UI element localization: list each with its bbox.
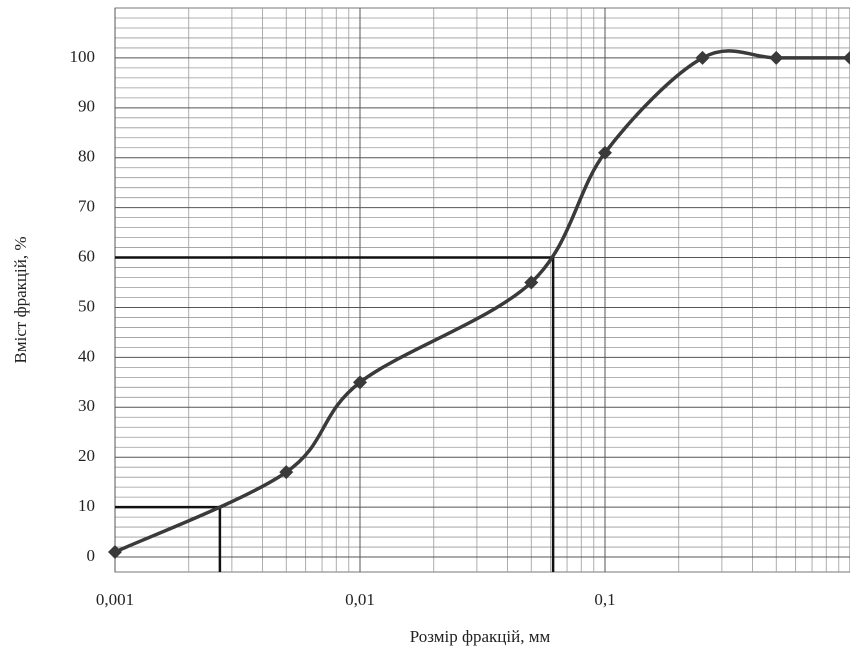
point bbox=[524, 275, 539, 290]
x-tick-label: 0,01 bbox=[345, 590, 375, 609]
y-tick-label: 90 bbox=[78, 97, 95, 116]
x-tick-label: 0,001 bbox=[96, 590, 134, 609]
point bbox=[598, 145, 612, 160]
y-tick-label: 20 bbox=[78, 446, 95, 465]
y-tick-label: 80 bbox=[78, 147, 95, 166]
y-tick-label: 50 bbox=[78, 296, 95, 315]
y-axis-label: Вміст фракцій, % bbox=[11, 237, 30, 364]
y-tick-label: 0 bbox=[87, 546, 96, 565]
y-tick-label: 30 bbox=[78, 396, 95, 415]
x-tick-label: 0,1 bbox=[594, 590, 615, 609]
y-tick-label: 40 bbox=[78, 346, 95, 365]
point bbox=[108, 545, 122, 560]
point bbox=[769, 50, 784, 65]
y-tick-label: 60 bbox=[78, 246, 95, 265]
point bbox=[353, 375, 367, 390]
plot-area bbox=[114, 7, 850, 573]
y-tick-label: 10 bbox=[78, 496, 95, 515]
y-tick-label: 100 bbox=[70, 47, 96, 66]
point bbox=[695, 50, 710, 65]
x-axis-label: Розмір фракцій, мм bbox=[410, 627, 551, 646]
y-tick-label: 70 bbox=[78, 197, 95, 216]
point bbox=[843, 50, 850, 65]
point bbox=[279, 465, 294, 480]
